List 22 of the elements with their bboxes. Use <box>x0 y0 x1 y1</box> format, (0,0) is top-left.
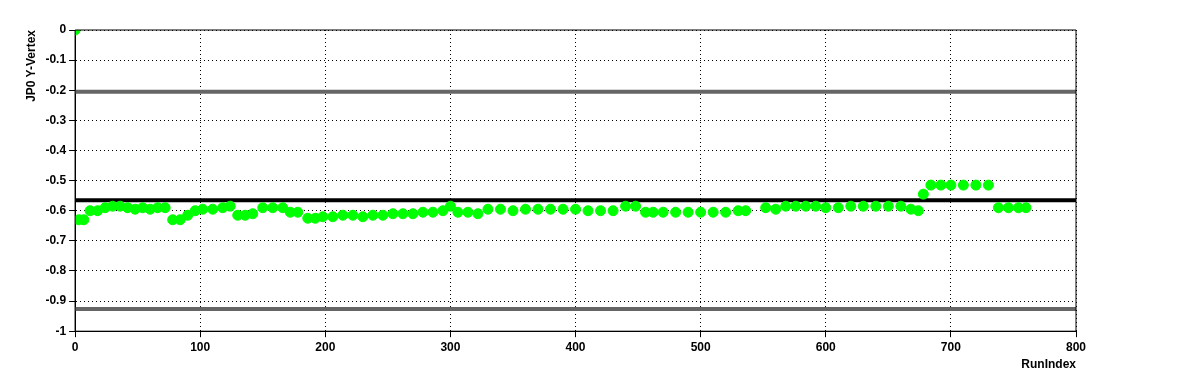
x-tick-label: 400 <box>565 339 586 354</box>
y-tick-label: -0.3 <box>45 112 67 127</box>
y-axis-title: JP0 Y-Vertex <box>23 29 38 102</box>
x-tick-label: 0 <box>71 339 79 354</box>
y-tick-label: -0.9 <box>45 293 67 308</box>
x-tick-label: 500 <box>690 339 711 354</box>
y-tick-label: -0.8 <box>45 263 67 278</box>
x-tick-label: 100 <box>190 339 211 354</box>
y-tick-label: -0.4 <box>45 142 67 157</box>
x-tick-label: 200 <box>315 339 336 354</box>
x-tick-label: 600 <box>815 339 837 354</box>
x-tick-label: 300 <box>440 339 461 354</box>
y-tick-label: -1 <box>55 323 67 338</box>
y-tick-label: -0.7 <box>45 233 67 248</box>
y-tick-label: 0 <box>59 22 67 37</box>
x-axis-title: RunIndex <box>1021 357 1077 372</box>
x-tick-label: 700 <box>940 339 962 354</box>
x-tick-label: 800 <box>1065 339 1087 354</box>
y-tick-label: -0.2 <box>45 82 67 97</box>
y-tick-label: -0.5 <box>45 172 67 187</box>
y-tick-label: -0.1 <box>45 52 67 67</box>
y-tick-label: -0.6 <box>45 203 67 218</box>
